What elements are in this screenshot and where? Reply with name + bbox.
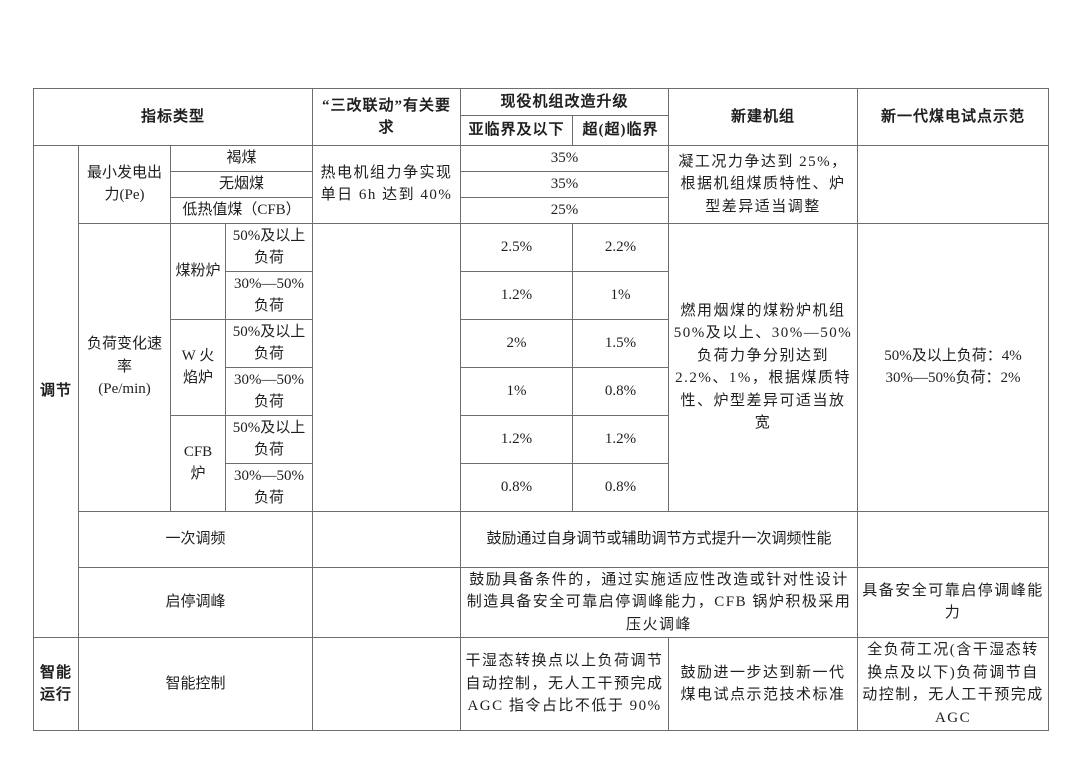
cell-fuel-anthracite: 无烟煤 bbox=[169, 170, 314, 198]
cell-value-lignite: 35% bbox=[460, 145, 670, 172]
cell-range-pc-mid: 30%—50%负荷 bbox=[224, 270, 314, 320]
cell-primary-frequency-new-generation bbox=[857, 510, 1050, 568]
header-supercritical: 超(超)临界 bbox=[572, 115, 670, 146]
cell-min-output-label: 最小发电出力(Pe) bbox=[78, 145, 171, 224]
cell-ramp-new-generation: 50%及以上负荷：4% 30%—50%负荷：2% bbox=[857, 222, 1050, 512]
cell-wflame-mid-sup: 0.8% bbox=[572, 366, 670, 416]
coal-power-flexibility-table: 指标类型 “三改联动”有关要求 现役机组改造升级 新建机组 新一代煤电试点示范 … bbox=[32, 88, 1050, 731]
cell-pc-high-sub: 2.5% bbox=[460, 222, 574, 272]
cell-ramp-three-reforms bbox=[312, 222, 462, 512]
cell-cfb-high-sup: 1.2% bbox=[572, 414, 670, 464]
spec-table-container: 指标类型 “三改联动”有关要求 现役机组改造升级 新建机组 新一代煤电试点示范 … bbox=[32, 88, 1050, 731]
row-smart-control: 智能运行 智能控制 干湿态转换点以上负荷调节自动控制，无人工干预完成 AGC 指… bbox=[33, 637, 1050, 731]
cell-wflame-high-sub: 2% bbox=[460, 318, 574, 368]
cell-pc-mid-sup: 1% bbox=[572, 270, 670, 320]
cell-ramp-new-units: 燃用烟煤的煤粉炉机组50%及以上、30%—50%负荷力争分别达到 2.2%、1%… bbox=[668, 222, 859, 512]
ramp-rate-unit: (Pe/min) bbox=[98, 381, 151, 398]
cell-value-low-cv-coal: 25% bbox=[460, 196, 670, 224]
cell-primary-frequency-label: 一次调频 bbox=[77, 510, 314, 568]
cell-range-wflame-mid: 30%—50%负荷 bbox=[224, 366, 314, 416]
cell-ramp-rate-label: 负荷变化速率 (Pe/min) bbox=[78, 222, 171, 512]
row-cfb-mid-load: 30%—50%负荷 0.8% 0.8% bbox=[34, 462, 1049, 512]
row-primary-frequency: 一次调频 鼓励通过自身调节或辅助调节方式提升一次调频性能 bbox=[34, 510, 1050, 568]
cell-primary-frequency-three-reforms bbox=[312, 510, 462, 568]
cell-pc-high-sup: 2.2% bbox=[572, 222, 670, 272]
header-row-2: 亚临界及以下 超(超)临界 bbox=[34, 115, 1049, 146]
cell-cfb-high-sub: 1.2% bbox=[460, 414, 574, 464]
cell-smart-control-existing: 干湿态转换点以上负荷调节自动控制，无人工干预完成 AGC 指令占比不低于 90% bbox=[460, 637, 670, 731]
cell-furnace-w-flame: W 火焰炉 bbox=[170, 318, 226, 416]
row-min-output-anthracite: 无烟煤 35% bbox=[34, 170, 1049, 198]
cell-smart-control-label: 智能控制 bbox=[77, 637, 314, 731]
header-three-reforms: “三改联动”有关要求 bbox=[312, 88, 462, 146]
cell-primary-frequency-requirement: 鼓励通过自身调节或辅助调节方式提升一次调频性能 bbox=[460, 510, 859, 568]
ramp-new-generation-line1: 50%及以上负荷：4% bbox=[884, 347, 1022, 364]
cell-start-stop-requirement: 鼓励具备条件的，通过实施适应性改造或针对性设计制造具备安全可靠启停调峰能力，CF… bbox=[460, 566, 859, 638]
cell-start-stop-label: 启停调峰 bbox=[77, 566, 314, 638]
header-new-generation: 新一代煤电试点示范 bbox=[857, 88, 1050, 146]
cell-cfb-mid-sup: 0.8% bbox=[572, 462, 670, 512]
cell-start-stop-new-generation: 具备安全可靠启停调峰能力 bbox=[857, 566, 1050, 638]
cell-pc-mid-sub: 1.2% bbox=[460, 270, 574, 320]
row-min-output-low-cv-coal: 低热值煤（CFB） 25% bbox=[34, 196, 1049, 224]
cell-min-output-three-reforms: 热电机组力争实现单日 6h 达到 40% bbox=[312, 145, 462, 224]
cell-start-stop-three-reforms bbox=[312, 566, 462, 638]
group-smart-operation: 智能运行 bbox=[33, 637, 79, 731]
header-row-1: 指标类型 “三改联动”有关要求 现役机组改造升级 新建机组 新一代煤电试点示范 bbox=[32, 88, 1050, 146]
group-regulation: 调节 bbox=[33, 145, 79, 638]
cell-range-cfb-mid: 30%—50%负荷 bbox=[224, 462, 314, 512]
row-wflame-mid-load: 30%—50%负荷 1% 0.8% bbox=[34, 366, 1049, 416]
row-wflame-high-load: W 火焰炉 50%及以上负荷 2% 1.5% bbox=[34, 318, 1049, 416]
cell-wflame-mid-sub: 1% bbox=[460, 366, 574, 416]
cell-smart-control-new-generation: 全负荷工况(含干湿态转换点及以下)负荷调节自动控制，无人工干预完成 AGC bbox=[857, 637, 1050, 731]
cell-min-output-new-generation bbox=[857, 145, 1050, 224]
cell-fuel-low-cv-coal: 低热值煤（CFB） bbox=[169, 196, 314, 224]
row-min-output-lignite: 调节 最小发电出力(Pe) 褐煤 热电机组力争实现单日 6h 达到 40% 35… bbox=[33, 145, 1050, 638]
cell-cfb-mid-sub: 0.8% bbox=[460, 462, 574, 512]
cell-range-wflame-high: 50%及以上负荷 bbox=[224, 318, 314, 368]
cell-smart-control-new-units: 鼓励进一步达到新一代煤电试点示范技术标准 bbox=[668, 637, 859, 731]
cell-furnace-cfb: CFB 炉 bbox=[170, 414, 226, 512]
ramp-rate-title: 负荷变化速率 bbox=[86, 336, 162, 375]
cell-smart-control-three-reforms bbox=[312, 637, 462, 731]
cell-furnace-pulverized-coal: 煤粉炉 bbox=[170, 222, 226, 320]
header-indicator-type: 指标类型 bbox=[32, 88, 314, 146]
cell-min-output-new-units: 凝工况力争达到 25%，根据机组煤质特性、炉型差异适当调整 bbox=[668, 145, 859, 224]
header-new-units: 新建机组 bbox=[668, 88, 859, 146]
cell-range-cfb-high: 50%及以上负荷 bbox=[224, 414, 314, 464]
row-pc-high-load: 负荷变化速率 (Pe/min) 煤粉炉 50%及以上负荷 2.5% 2.2% 燃… bbox=[34, 222, 1050, 512]
ramp-new-generation-line2: 30%—50%负荷：2% bbox=[885, 370, 1021, 386]
cell-value-anthracite: 35% bbox=[460, 170, 670, 198]
row-start-stop-peaking: 启停调峰 鼓励具备条件的，通过实施适应性改造或针对性设计制造具备安全可靠启停调峰… bbox=[34, 566, 1050, 638]
cell-range-pc-high: 50%及以上负荷 bbox=[224, 222, 314, 272]
header-existing-units: 现役机组改造升级 bbox=[460, 88, 670, 116]
cell-fuel-lignite: 褐煤 bbox=[169, 145, 314, 172]
cell-wflame-high-sup: 1.5% bbox=[572, 318, 670, 368]
header-subcritical: 亚临界及以下 bbox=[460, 115, 574, 146]
